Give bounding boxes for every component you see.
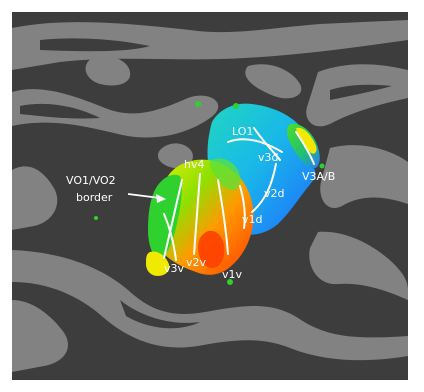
boundary-lo1 <box>227 138 283 153</box>
boundary-v1d <box>239 185 246 229</box>
label-v3v: v3v <box>164 262 185 275</box>
label-v3ab: V3A/B <box>302 170 335 183</box>
label-hv4: hv4 <box>184 158 204 171</box>
sulci-texture <box>20 38 392 329</box>
vo-border-arrow <box>127 193 166 203</box>
label-v1d: v1d <box>242 213 263 226</box>
blob <box>233 103 239 109</box>
boundary-vo <box>163 213 177 261</box>
area-boundaries <box>163 127 315 261</box>
v3ab-yellow <box>296 127 317 154</box>
boundary-v3v <box>163 179 183 259</box>
blob <box>94 216 98 220</box>
boundary-v3d <box>253 127 281 161</box>
boundary-v2v <box>193 173 201 255</box>
label-v1v: v1v <box>222 268 243 281</box>
blob <box>319 163 325 169</box>
label-v2d: v2d <box>264 187 285 200</box>
transition-band <box>209 158 241 190</box>
boundary-v2d <box>251 163 277 213</box>
gyri-texture <box>12 20 408 372</box>
label-vo-line1: VO1/VO2 <box>66 174 116 187</box>
blob <box>195 101 201 107</box>
boundary-v3ab <box>295 131 315 165</box>
label-v3d: v3d <box>258 151 279 164</box>
ventral-red-spot <box>198 230 225 268</box>
label-vo-line2: border <box>76 191 113 204</box>
boundary-v1v <box>217 179 229 255</box>
label-lo1: LO1 <box>232 125 253 138</box>
area-labels: LO1 v3d V3A/B v2d v1d hv4 VO1/VO2 border… <box>66 125 335 281</box>
label-v2v: v2v <box>186 256 207 269</box>
blob <box>227 279 233 285</box>
